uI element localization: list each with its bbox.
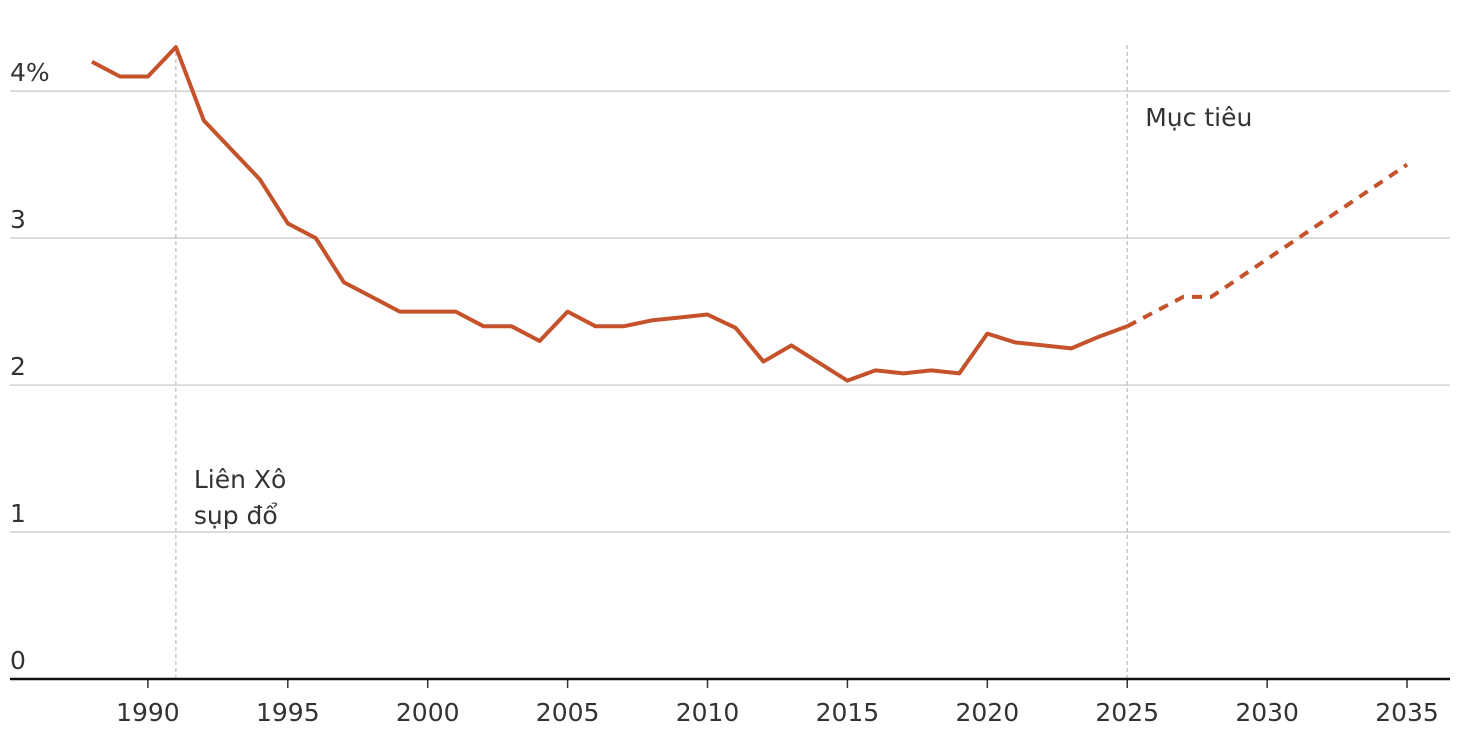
y-tick-label: 1 — [10, 499, 26, 528]
data-line — [91, 45, 1128, 383]
y-tick-label: 4% — [10, 58, 50, 87]
x-tick-label: 2000 — [396, 698, 460, 727]
x-tick-label: 2035 — [1375, 698, 1439, 727]
x-tick-label: 1995 — [256, 698, 320, 727]
y-tick-label: 2 — [10, 352, 26, 381]
x-tick-label: 2015 — [816, 698, 880, 727]
x-tick-label: 2025 — [1095, 698, 1159, 727]
x-tick-label: 2010 — [676, 698, 740, 727]
y-tick-label: 0 — [10, 646, 26, 675]
x-tick-label: 1990 — [116, 698, 180, 727]
x-tick-label: 2020 — [956, 698, 1020, 727]
annotation-text: Liên Xô — [194, 465, 286, 494]
annotation-text: Mục tiêu — [1145, 103, 1252, 132]
x-tick-label: 2005 — [536, 698, 600, 727]
annotation-text: sụp đổ — [194, 501, 278, 530]
data-line — [1126, 162, 1409, 329]
x-tick-label: 2030 — [1235, 698, 1299, 727]
y-tick-label: 3 — [10, 205, 26, 234]
